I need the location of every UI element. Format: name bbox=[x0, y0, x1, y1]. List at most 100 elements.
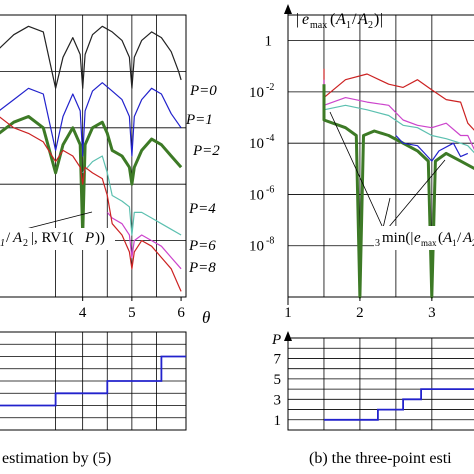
arrow-head-icon bbox=[284, 331, 292, 341]
x-tick-label: 4 bbox=[79, 305, 87, 321]
label-p4: P=4 bbox=[188, 201, 216, 217]
left-leader-label-bg bbox=[0, 228, 115, 250]
x-tick-label: 6 bbox=[177, 305, 185, 321]
right-ylabel-a2: A bbox=[357, 11, 368, 28]
right-bottom-series bbox=[324, 388, 474, 421]
left-bottom-series bbox=[0, 355, 186, 407]
right-leader-line bbox=[382, 197, 391, 229]
left-leader-sub1: 1 bbox=[0, 238, 5, 249]
right-top-y-axis-label: | e max ( A 1 / A 2 ) | bbox=[296, 11, 383, 31]
series-line-p8 bbox=[323, 68, 474, 131]
right-leader-label-bg bbox=[374, 226, 474, 250]
right-bottom-grid bbox=[288, 338, 474, 430]
left-leader-label: 1 / A 2 |, RV1( P )) bbox=[0, 228, 115, 250]
label-p0: P=0 bbox=[189, 83, 217, 99]
right-top-series bbox=[322, 68, 474, 299]
y-tick-exponent: -2 bbox=[266, 82, 274, 93]
right-bottom-y-axis-label: P bbox=[271, 332, 281, 348]
left-leader-sub2: 2 bbox=[23, 238, 28, 249]
series-line-p2 bbox=[0, 115, 183, 237]
right-leader-slash: / bbox=[457, 230, 462, 246]
label-p1: P=1 bbox=[185, 112, 213, 128]
x-tick-label: 2 bbox=[356, 305, 364, 321]
x-tick-label: 1 bbox=[284, 305, 292, 321]
right-ylabel-bar-right: | bbox=[380, 11, 383, 28]
right-leader-min: min(| bbox=[382, 230, 413, 246]
right-leader-sub3: 3 bbox=[375, 238, 380, 249]
y-tick-label: 5 bbox=[274, 372, 282, 388]
right-leader-a1: A bbox=[442, 230, 453, 246]
y-tick-label: 10 bbox=[249, 136, 264, 152]
series-line-p4 bbox=[323, 91, 474, 154]
y-tick-label: 3 bbox=[274, 392, 282, 408]
y-tick-label: 10 bbox=[249, 187, 264, 203]
series-line-p6 bbox=[323, 79, 474, 151]
left-leader-p: P bbox=[84, 230, 94, 246]
right-top-panel: | e max ( A 1 / A 2 ) | 110-210-410 -610-… bbox=[249, 4, 474, 321]
right-ylabel-sub2: 2 bbox=[368, 20, 373, 31]
series-line-p2 bbox=[322, 84, 474, 299]
series-line-p1 bbox=[395, 135, 469, 162]
right-top-y-ticks: 110-210-410-610-8 bbox=[249, 34, 274, 255]
y-tick-label: 1 bbox=[274, 413, 282, 429]
step-line bbox=[0, 355, 186, 407]
left-top-x-axis-label: θ bbox=[202, 308, 210, 327]
right-leader-a2: A bbox=[462, 230, 473, 246]
right-ylabel-e: e bbox=[302, 11, 309, 28]
right-caption: (b) the three-point esti bbox=[309, 450, 452, 467]
right-ylabel-paren-close: ) bbox=[374, 11, 379, 28]
x-tick-label: 3 bbox=[428, 305, 436, 321]
right-leader-label: 3 min(| e max ( A 1 / A 2 bbox=[374, 226, 474, 250]
series-line-p6 bbox=[106, 212, 182, 270]
right-leader-e: e bbox=[414, 230, 421, 246]
y-tick-exponent: -4 bbox=[266, 133, 274, 144]
left-top-frame bbox=[0, 14, 187, 298]
right-leader-sub2: 2 bbox=[472, 238, 474, 248]
right-ylabel-max: max bbox=[310, 20, 327, 31]
label-p8: P=8 bbox=[188, 260, 216, 276]
series-line-p8 bbox=[0, 116, 182, 292]
left-leader-a: A bbox=[12, 230, 23, 246]
right-top-x-ticks: 1 2 3 bbox=[284, 297, 436, 321]
right-bottom-y-ticks: 1 3 5 7 bbox=[274, 351, 282, 428]
left-caption: estimation by (5) bbox=[2, 450, 111, 467]
right-ylabel-sub1: 1 bbox=[346, 20, 351, 31]
right-ylabel-a1: A bbox=[335, 11, 346, 28]
right-ylabel-slash: / bbox=[352, 11, 357, 28]
y-tick-label: 7 bbox=[274, 351, 282, 367]
y-tick-exponent: -6 bbox=[266, 184, 274, 195]
series-line-p1 bbox=[0, 82, 182, 157]
right-top-grid bbox=[288, 15, 474, 297]
label-p2: P=2 bbox=[192, 143, 220, 159]
y-tick-label: 1 bbox=[265, 34, 273, 50]
right-bottom-panel: P 1 3 5 7 bbox=[271, 331, 474, 431]
right-leader-line bbox=[329, 111, 384, 229]
left-top-grid bbox=[0, 15, 186, 297]
left-leader-rv: |, RV1( bbox=[31, 230, 74, 246]
y-tick-label: 10 bbox=[249, 239, 264, 255]
series-line-p0 bbox=[0, 25, 182, 89]
right-leader-paren: ( bbox=[438, 230, 443, 246]
right-bottom-frame bbox=[287, 337, 474, 431]
left-bottom-panel bbox=[0, 331, 187, 431]
right-leader-max: max bbox=[421, 238, 437, 248]
right-ylabel-paren-open: ( bbox=[330, 11, 335, 28]
left-leader-close: )) bbox=[95, 230, 105, 246]
step-line bbox=[324, 388, 474, 421]
right-top-frame bbox=[287, 14, 474, 298]
series-line-p4 bbox=[82, 155, 182, 236]
right-leader-sub1: 1 bbox=[452, 238, 457, 248]
left-bottom-grid bbox=[0, 332, 186, 430]
left-bottom-frame bbox=[0, 331, 187, 431]
label-p6: P=6 bbox=[188, 238, 216, 254]
x-tick-label: 5 bbox=[128, 305, 136, 321]
right-ylabel-bar-left: | bbox=[296, 11, 299, 28]
left-top-series bbox=[0, 25, 183, 292]
arrow-head-icon bbox=[284, 4, 292, 14]
y-tick-label: 10 bbox=[249, 85, 264, 101]
left-leader-slash: / bbox=[6, 230, 11, 246]
left-top-x-ticks: 4 5 6 bbox=[79, 297, 185, 321]
y-tick-exponent: -8 bbox=[266, 236, 274, 247]
left-top-panel: P=0 P=1 P=2 P=4 P=6 P=8 1 / A 2 |, RV1( … bbox=[0, 14, 220, 327]
